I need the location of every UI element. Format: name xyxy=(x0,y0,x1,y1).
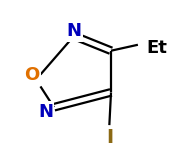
Text: N: N xyxy=(38,103,53,121)
Text: N: N xyxy=(66,22,82,40)
Text: O: O xyxy=(25,66,40,84)
Text: I: I xyxy=(106,128,113,146)
Text: Et: Et xyxy=(146,39,167,57)
